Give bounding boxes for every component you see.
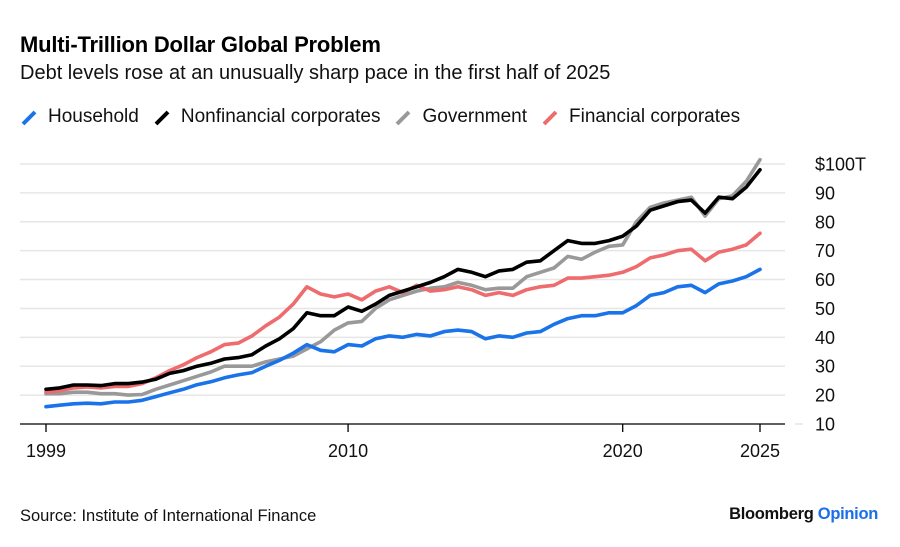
brand-secondary: Opinion bbox=[817, 505, 879, 523]
brand-logo: Bloomberg Opinion bbox=[729, 505, 878, 524]
y-axis-labels: 10 20 30 40 50 60 70 80 90 $100T bbox=[815, 155, 866, 435]
source-note: Source: Institute of International Finan… bbox=[20, 507, 317, 525]
legend: Household Nonfinancial corporates Govern… bbox=[20, 106, 754, 128]
x-tick-label: 2020 bbox=[603, 441, 643, 461]
chart-subtitle: Debt levels rose at an unusually sharp p… bbox=[20, 62, 611, 84]
y-tick-label: 90 bbox=[815, 183, 835, 203]
legend-swatch-household-icon bbox=[21, 110, 37, 126]
x-tick-label: 2010 bbox=[328, 441, 368, 461]
legend-item-nonfinancial: Nonfinancial corporates bbox=[153, 106, 381, 128]
series-line-financial-corporates bbox=[44, 231, 762, 395]
series-line-government bbox=[44, 157, 762, 397]
y-tick-label: 30 bbox=[815, 357, 835, 377]
y-tick-label: 40 bbox=[815, 328, 835, 348]
gridlines bbox=[20, 163, 803, 425]
y-tick-label: 80 bbox=[815, 212, 835, 232]
chart-title: Multi-Trillion Dollar Global Problem bbox=[20, 32, 381, 57]
series-line-nonfinancial-corporates bbox=[44, 168, 762, 392]
legend-label: Household bbox=[48, 106, 139, 127]
legend-swatch-nonfinancial-icon bbox=[154, 110, 170, 126]
series-line-household bbox=[44, 267, 762, 409]
x-tick-label: 2025 bbox=[740, 441, 780, 461]
brand-primary: Bloomberg bbox=[729, 505, 814, 523]
y-tick-label: 10 bbox=[815, 415, 835, 435]
y-tick-label: 20 bbox=[815, 386, 835, 406]
legend-item-financial: Financial corporates bbox=[541, 106, 740, 128]
legend-label: Nonfinancial corporates bbox=[180, 106, 381, 127]
axes bbox=[20, 423, 785, 432]
y-tick-label: $100T bbox=[815, 155, 866, 175]
legend-item-household: Household bbox=[20, 106, 139, 128]
x-tick-label: 1999 bbox=[26, 441, 66, 461]
series-lines bbox=[44, 157, 762, 409]
legend-swatch-financial-icon bbox=[542, 110, 558, 126]
legend-swatch-government-icon bbox=[396, 110, 411, 126]
y-tick-label: 50 bbox=[815, 299, 835, 319]
legend-label: Government bbox=[422, 106, 528, 127]
x-axis-labels: 1999 2010 2020 2025 bbox=[26, 441, 780, 461]
y-tick-label: 60 bbox=[815, 270, 835, 290]
legend-label: Financial corporates bbox=[569, 106, 741, 127]
legend-item-government: Government bbox=[394, 106, 527, 128]
y-tick-label: 70 bbox=[815, 241, 835, 261]
